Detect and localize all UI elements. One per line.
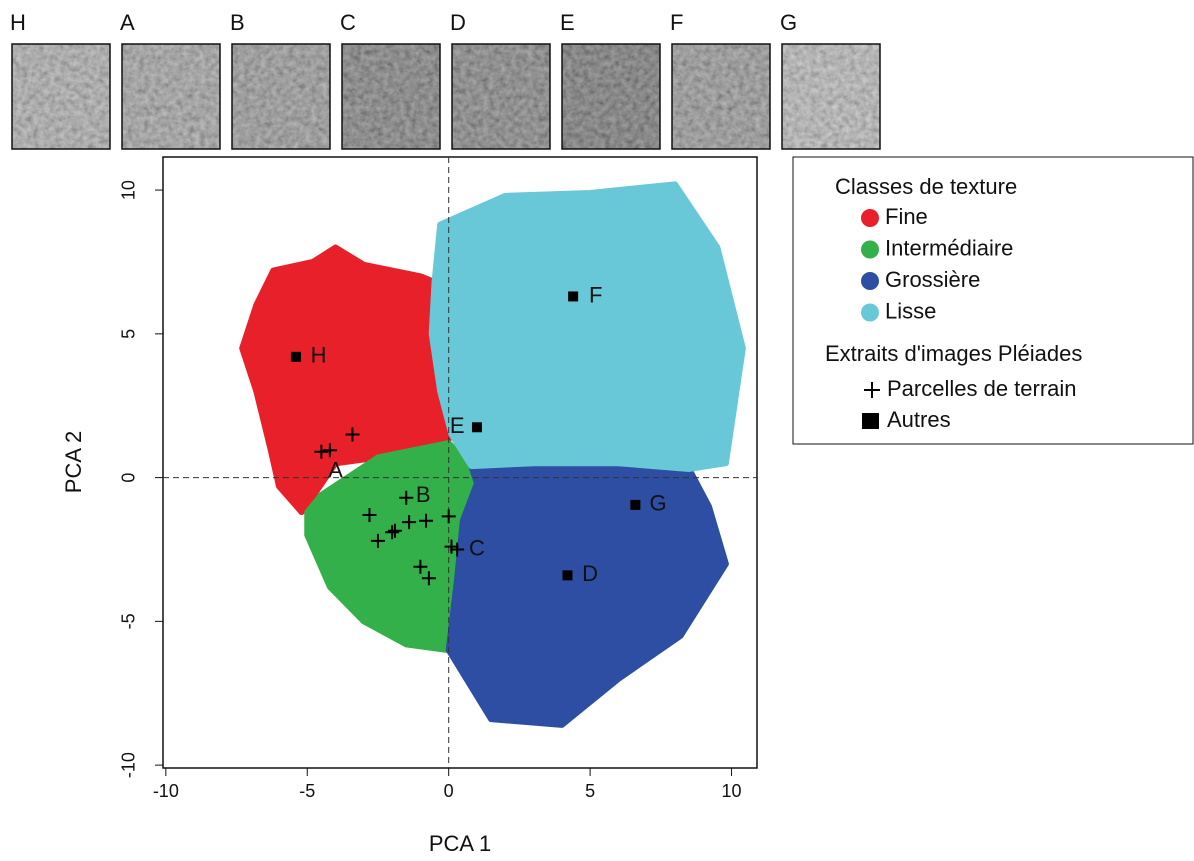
thumbnail-tint (561, 43, 661, 150)
y-tick-label: -10 (119, 752, 139, 778)
legend-label: Autres (887, 407, 951, 432)
thumbnail-label: H (10, 10, 26, 35)
other-marker (562, 570, 573, 581)
thumbnail-texture (122, 44, 220, 149)
thumbnail-tint (231, 43, 331, 150)
legend-label: Grossière (885, 267, 980, 292)
x-tick-label: -5 (299, 781, 315, 801)
field-plot-marker (387, 523, 402, 538)
legend-label: Lisse (885, 298, 936, 323)
thumbnail-label: G (780, 10, 797, 35)
legend-title: Classes de texture (835, 174, 1017, 199)
other-marker (568, 291, 579, 302)
point-label: C (469, 535, 485, 560)
thumbnail-texture (672, 44, 770, 149)
field-plot-marker (370, 533, 385, 548)
field-plot-marker (413, 559, 428, 574)
plot-frame (162, 156, 758, 769)
other-marker (471, 422, 482, 433)
legend-label: Parcelles de terrain (887, 376, 1077, 401)
x-axis-label: PCA 1 (429, 831, 491, 856)
thumbnail-texture (12, 44, 110, 149)
thumbnail-texture (232, 44, 330, 149)
legend-swatch (861, 240, 879, 259)
other-marker (630, 499, 641, 510)
field-plot-marker (402, 515, 417, 530)
class-region (445, 460, 729, 728)
x-tick-label: 10 (722, 781, 742, 801)
thumbnail-texture (562, 44, 660, 149)
class-region (428, 181, 746, 472)
thumbnail-tint (11, 43, 111, 150)
thumbnail-label: D (450, 10, 466, 35)
thumbnail-label: C (340, 10, 356, 35)
legend-swatch (861, 303, 879, 322)
thumbnail-tint (341, 43, 441, 150)
field-plot-marker (385, 525, 400, 540)
field-plot-marker (314, 444, 329, 459)
thumbnail-tint (671, 43, 771, 150)
y-tick-label: 0 (119, 473, 139, 483)
thumbnail-tint (451, 43, 551, 150)
thumbnail-label: B (230, 10, 245, 35)
point-label: G (649, 491, 666, 516)
point-label: H (311, 343, 327, 368)
legend-label: Intermédiaire (885, 235, 1013, 260)
legend-swatch (864, 382, 880, 398)
point-label: A (328, 458, 343, 483)
legend-title: Extraits d'images Pléiades (825, 341, 1082, 366)
field-plot-marker (421, 571, 436, 586)
legend-swatch (861, 209, 879, 227)
point-label: B (416, 482, 431, 507)
field-plot-marker (419, 513, 434, 528)
point-label: F (589, 282, 602, 307)
legend-box (792, 156, 1194, 445)
field-plot-marker (362, 507, 377, 522)
field-plot-marker (441, 509, 456, 524)
thumbnail-texture (452, 44, 550, 149)
thumbnail-tint (121, 43, 221, 150)
field-plot-marker (399, 490, 414, 505)
x-tick-label: -10 (153, 781, 179, 801)
thumbnail-texture (342, 44, 440, 149)
thumbnail-label: F (670, 10, 683, 35)
thumbnail-texture (782, 44, 880, 149)
x-tick-label: 5 (585, 781, 595, 801)
y-tick-label: 5 (119, 329, 139, 339)
field-plot-marker (450, 542, 465, 557)
legend-swatch (861, 272, 879, 290)
other-marker (290, 351, 301, 362)
point-label: E (450, 413, 465, 438)
y-tick-label: -5 (119, 613, 139, 629)
plot-area (163, 157, 757, 768)
legend-swatch (862, 413, 879, 429)
legend-label: Fine (885, 204, 928, 229)
thumbnail-label: E (560, 10, 575, 35)
thumbnail-label: A (120, 10, 135, 35)
thumbnail-tint (781, 43, 881, 150)
field-plot-marker (322, 443, 337, 458)
x-tick-label: 0 (444, 781, 454, 801)
field-plot-marker (345, 427, 360, 442)
y-tick-label: 10 (119, 180, 139, 200)
y-axis-label: PCA 2 (61, 431, 86, 493)
point-label: D (582, 561, 598, 586)
